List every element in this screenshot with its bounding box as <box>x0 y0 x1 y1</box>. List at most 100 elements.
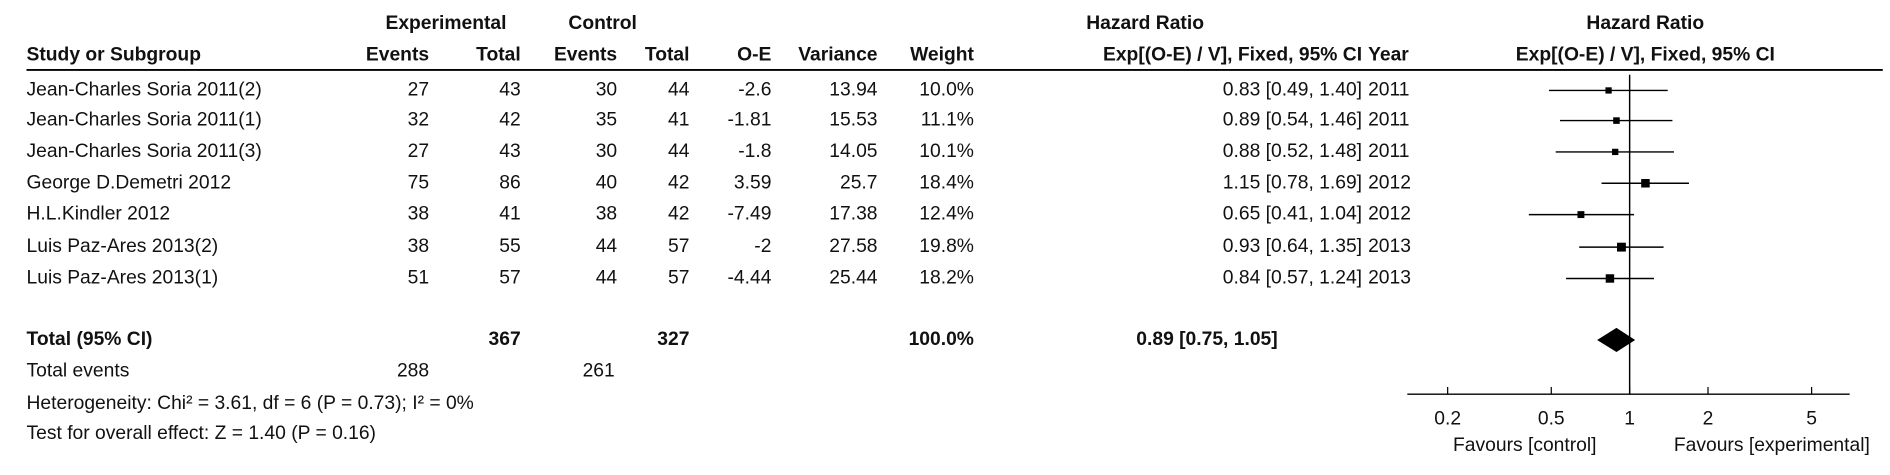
cell-year: 2011 <box>1368 110 1409 131</box>
column-header: O-E <box>737 45 771 66</box>
point-estimate <box>1605 87 1612 94</box>
column-header: Variance <box>798 45 878 66</box>
column-group: Experimental <box>385 13 506 34</box>
cell-exp-total: 42 <box>499 110 520 131</box>
cell-hr-label: 0.89 [0.54, 1.46] <box>1223 110 1362 131</box>
point-estimate <box>1641 179 1650 188</box>
cell-weight-label: 12.4% <box>919 204 974 225</box>
cell-weight-label: 19.8% <box>919 236 974 257</box>
cell-variance: 25.44 <box>829 268 877 289</box>
cell-name: Jean-Charles Soria 2011(2) <box>27 80 262 101</box>
cell-variance: 15.53 <box>829 110 877 131</box>
x-tick-label: 1 <box>1624 409 1635 430</box>
cell-ctl-events: 30 <box>596 141 617 162</box>
cell-ctl-total: 44 <box>668 141 690 162</box>
column-header: Total <box>645 45 690 66</box>
cell-year: 2012 <box>1368 172 1411 193</box>
total-label: Total (95% CI) <box>27 329 153 350</box>
total-events-exp: 288 <box>397 360 429 381</box>
cell-variance: 14.05 <box>829 141 877 162</box>
cell-exp-total: 86 <box>499 172 520 193</box>
point-estimate <box>1617 242 1626 252</box>
favours-right: Favours [experimental] <box>1674 435 1870 456</box>
column-header: Total <box>476 45 521 66</box>
x-tick-label: 0.5 <box>1538 409 1565 430</box>
cell-oe: -7.49 <box>728 204 772 225</box>
cell-exp-total: 57 <box>499 268 520 289</box>
column-group: Hazard Ratio <box>1086 13 1204 34</box>
cell-hr-label: 1.15 [0.78, 1.69] <box>1223 172 1362 193</box>
cell-ctl-events: 44 <box>596 236 618 257</box>
cell-hr-label: 0.84 [0.57, 1.24] <box>1223 268 1362 289</box>
column-header: Exp[(O-E) / V], Fixed, 95% CI <box>1103 45 1362 66</box>
column-group: Control <box>568 13 636 34</box>
cell-hr-label: 0.93 [0.64, 1.35] <box>1223 236 1362 257</box>
cell-exp-events: 38 <box>408 236 429 257</box>
cell-year: 2013 <box>1368 236 1411 257</box>
column-header: Events <box>554 45 617 66</box>
cell-oe: 3.59 <box>734 172 772 193</box>
cell-year: 2011 <box>1368 80 1409 101</box>
cell-exp-total: 41 <box>499 204 520 225</box>
column-group: Hazard Ratio <box>1586 13 1704 34</box>
cell-exp-events: 38 <box>408 204 429 225</box>
cell-exp-events: 51 <box>408 268 429 289</box>
column-header: Exp[(O-E) / V], Fixed, 95% CI <box>1516 45 1775 66</box>
cell-weight-label: 11.1% <box>921 110 974 131</box>
total-weight: 100.0% <box>909 329 974 350</box>
cell-exp-events: 27 <box>408 141 429 162</box>
cell-ctl-total: 57 <box>668 268 689 289</box>
cell-weight-label: 18.4% <box>919 172 974 193</box>
cell-ctl-events: 35 <box>596 110 617 131</box>
heterogeneity: Heterogeneity: Chi² = 3.61, df = 6 (P = … <box>27 393 474 414</box>
cell-hr-label: 0.83 [0.49, 1.40] <box>1223 80 1362 101</box>
cell-weight-label: 10.0% <box>919 80 974 101</box>
cell-weight-label: 10.1% <box>919 141 974 162</box>
cell-variance: 13.94 <box>829 80 877 101</box>
cell-ctl-total: 57 <box>668 236 689 257</box>
column-header: Study or Subgroup <box>27 45 201 66</box>
cell-oe: -2 <box>754 236 771 257</box>
cell-oe: -1.8 <box>738 141 771 162</box>
cell-ctl-events: 38 <box>596 204 617 225</box>
cell-ctl-total: 42 <box>668 172 689 193</box>
x-tick-label: 0.2 <box>1434 409 1461 430</box>
cell-exp-total: 55 <box>499 236 520 257</box>
point-estimate <box>1605 274 1615 283</box>
cell-variance: 17.38 <box>829 204 877 225</box>
total-ctl: 327 <box>657 329 689 350</box>
favours-left: Favours [control] <box>1453 435 1596 456</box>
x-tick-label: 2 <box>1703 409 1714 430</box>
cell-oe: -2.6 <box>738 80 771 101</box>
cell-name: H.L.Kindler 2012 <box>27 204 171 225</box>
point-estimate <box>1577 211 1585 219</box>
cell-name: Jean-Charles Soria 2011(3) <box>27 141 262 162</box>
total-events-ctl: 261 <box>583 360 615 381</box>
cell-year: 2011 <box>1368 141 1409 162</box>
point-estimate <box>1613 117 1620 124</box>
point-estimate <box>1612 148 1619 156</box>
cell-exp-events: 32 <box>408 110 429 131</box>
cell-oe: -4.44 <box>728 268 772 289</box>
column-header: Weight <box>910 45 974 66</box>
total-exp: 367 <box>489 329 521 350</box>
cell-variance: 27.58 <box>829 236 877 257</box>
total-hr: 0.89 [0.75, 1.05] <box>1136 329 1277 350</box>
cell-exp-total: 43 <box>499 141 520 162</box>
cell-exp-events: 75 <box>408 172 429 193</box>
overall-effect: Test for overall effect: Z = 1.40 (P = 0… <box>27 423 376 444</box>
cell-exp-events: 27 <box>408 80 429 101</box>
cell-ctl-total: 44 <box>668 80 690 101</box>
cell-variance: 25.7 <box>840 172 877 193</box>
cell-ctl-total: 41 <box>668 110 689 131</box>
cell-year: 2012 <box>1368 204 1411 225</box>
cell-hr-label: 0.65 [0.41, 1.04] <box>1223 204 1362 225</box>
cell-ctl-events: 30 <box>596 80 617 101</box>
x-tick-label: 5 <box>1806 409 1817 430</box>
cell-exp-total: 43 <box>499 80 520 101</box>
cell-name: Luis Paz-Ares 2013(1) <box>27 268 219 289</box>
cell-ctl-events: 40 <box>596 172 617 193</box>
column-header: Year <box>1368 45 1409 66</box>
cell-oe: -1.81 <box>728 110 772 131</box>
